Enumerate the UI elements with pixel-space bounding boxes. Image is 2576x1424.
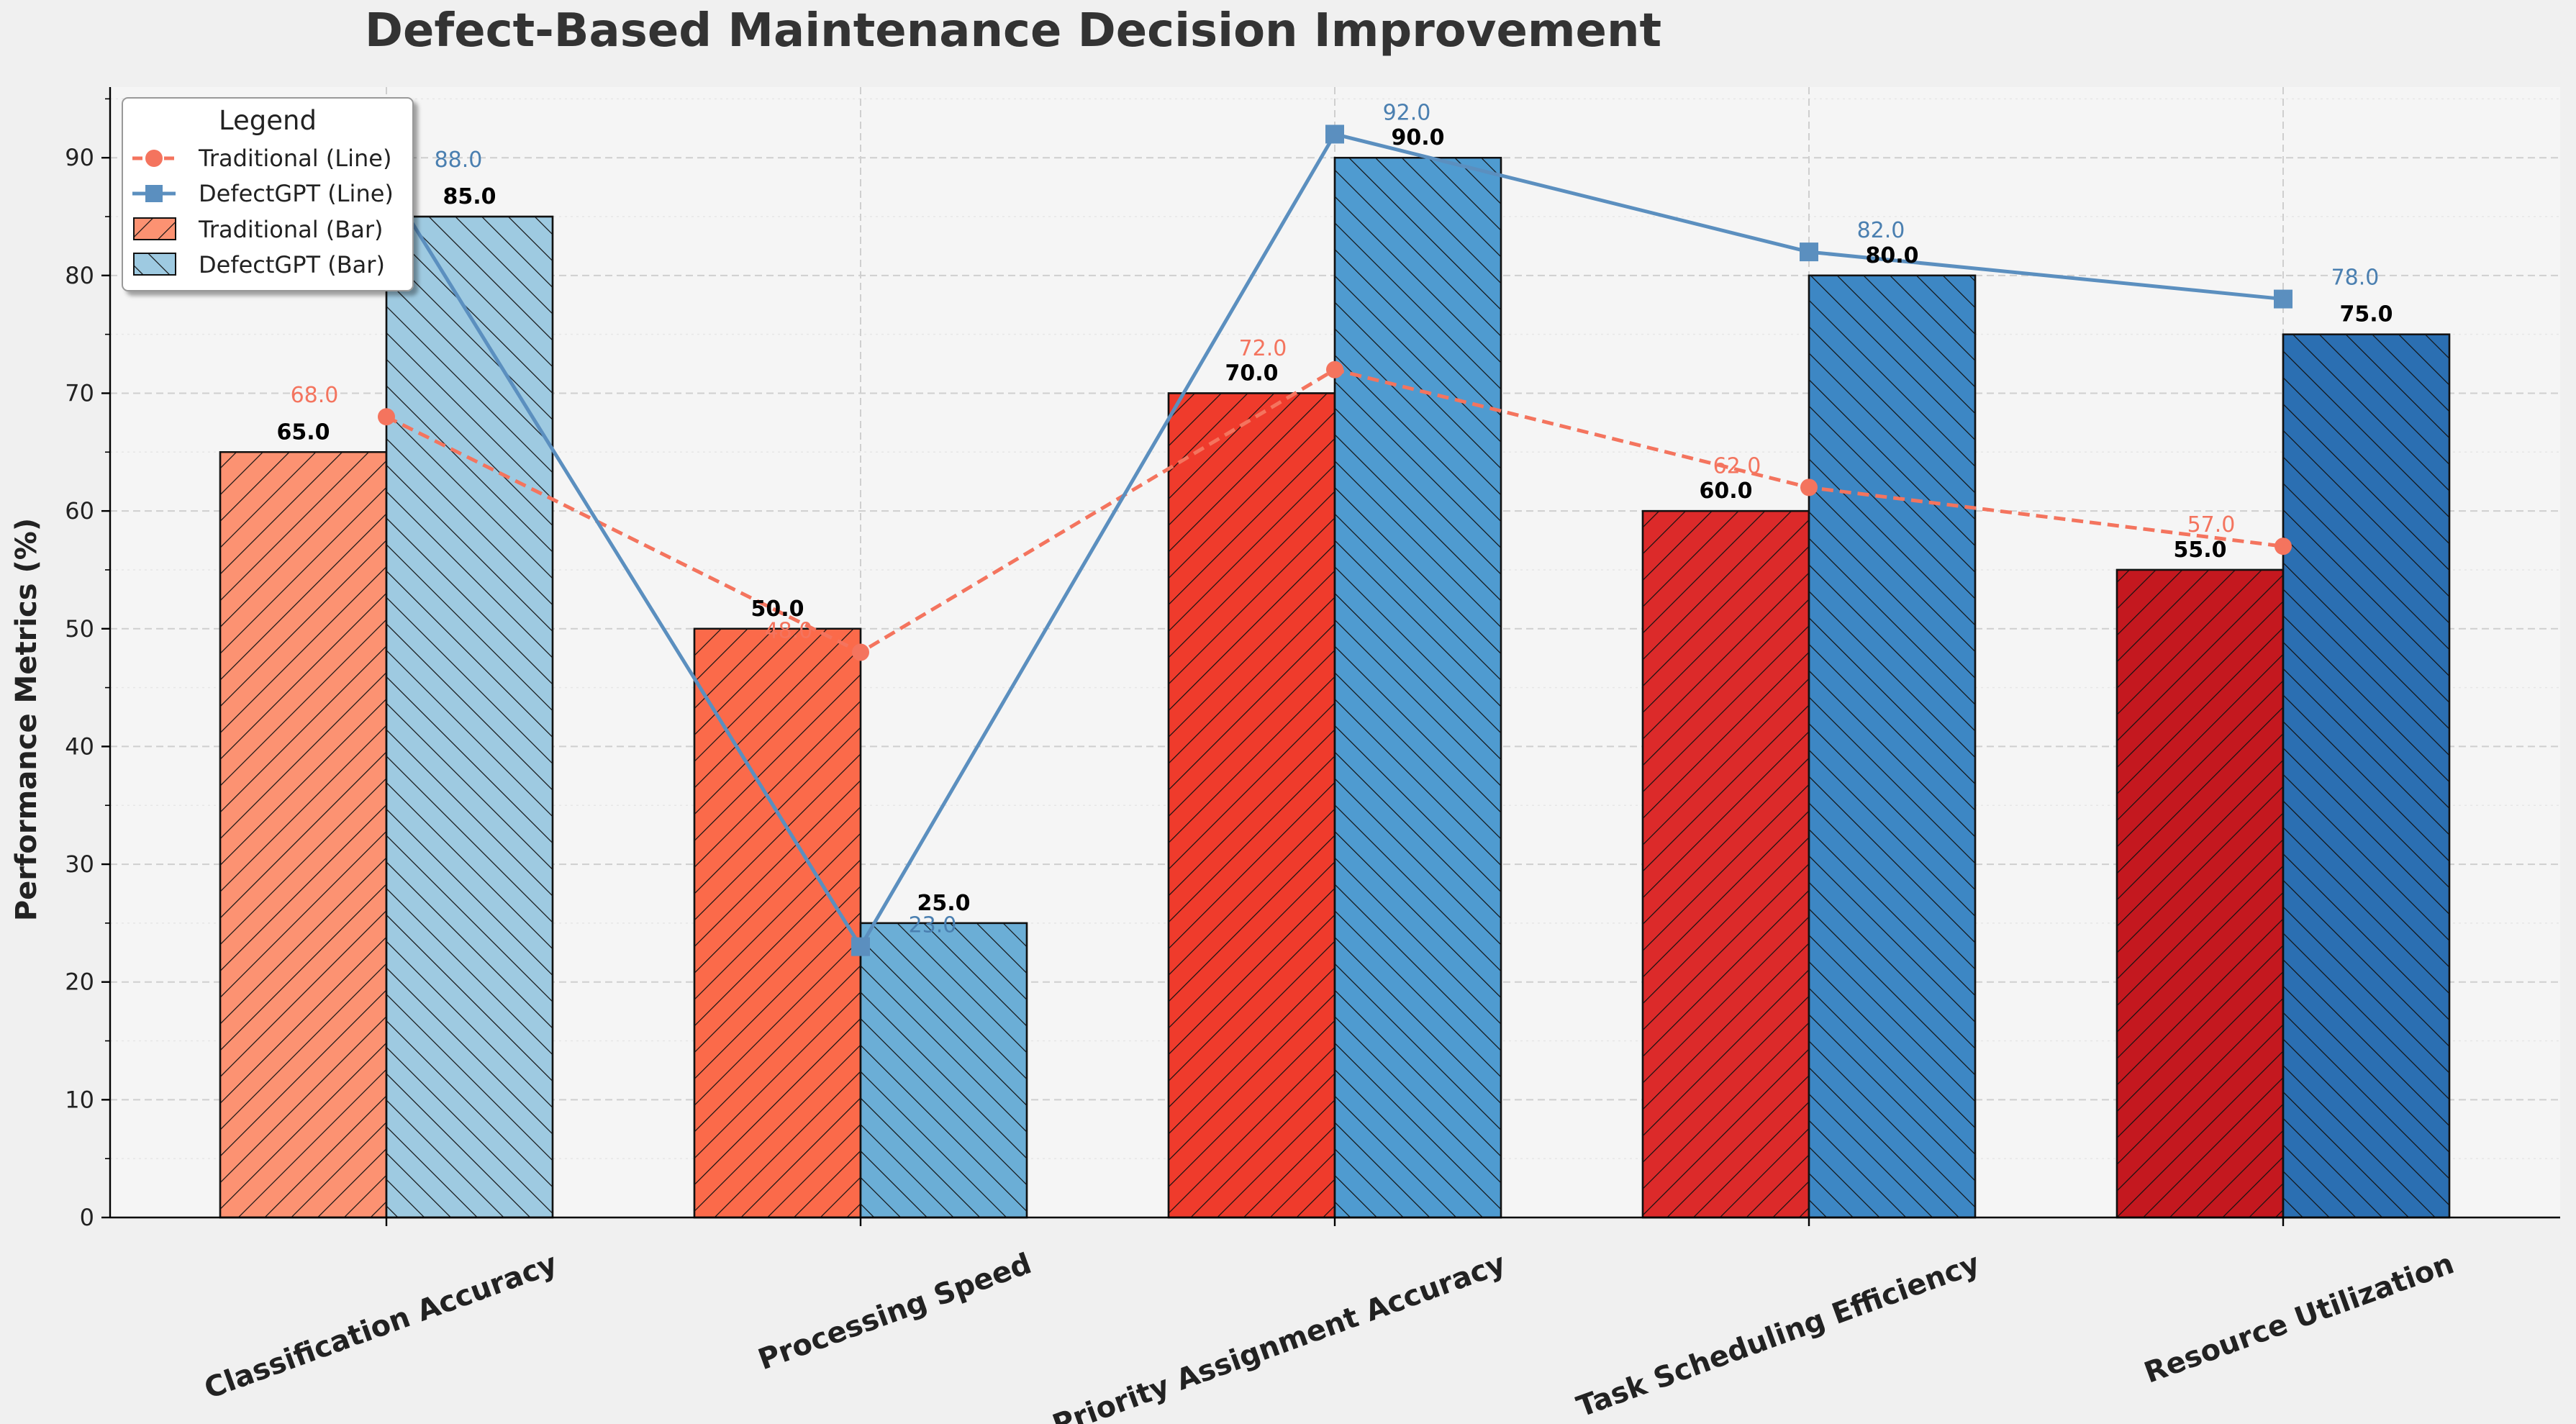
point-defectgpt-2 — [1325, 124, 1344, 144]
legend-entry-traditional-bar: Traditional (Bar) — [133, 216, 383, 243]
legend-entry-traditional-line: Traditional (Line) — [132, 145, 391, 172]
line-value-label-defectgpt-1: 23.0 — [909, 913, 957, 938]
legend-entry-defectgpt-bar: DefectGPT (Bar) — [133, 251, 385, 278]
bar-value-label-traditional-1: 50.0 — [750, 597, 804, 622]
ticks-layer: 0 10 20 30 40 50 60 70 80 90 — [65, 98, 2285, 1231]
legend: Legend Traditional (Line) DefectGPT (Lin… — [122, 97, 414, 291]
legend-label-traditional-bar: Traditional (Bar) — [198, 216, 383, 243]
line-value-label-defectgpt-3: 82.0 — [1857, 218, 1905, 243]
bars-layer — [219, 156, 2451, 1219]
legend-hatch-swatch-icon — [134, 253, 176, 275]
bar-traditional-4-hatch — [2115, 568, 2285, 1219]
bar-traditional-2-hatch — [1167, 392, 1336, 1219]
legend-title: Legend — [219, 105, 317, 136]
bar-value-label-defectgpt-4: 75.0 — [2339, 302, 2393, 327]
y-tick-label: 20 — [65, 969, 94, 996]
x-tick-label-2: Priority Assignment Accuracy — [1048, 1247, 1510, 1424]
point-traditional-2 — [1326, 360, 1343, 378]
y-tick-label: 90 — [65, 144, 94, 171]
line-value-label-defectgpt-0: 88.0 — [435, 148, 483, 173]
y-axis-label: Performance Metrics (%) — [10, 518, 43, 921]
bar-value-label-defectgpt-0: 85.0 — [443, 184, 496, 209]
legend-label-defectgpt-bar: DefectGPT (Bar) — [199, 251, 385, 278]
bar-value-label-traditional-2: 70.0 — [1225, 360, 1278, 386]
line-value-label-traditional-2: 72.0 — [1239, 336, 1287, 361]
y-tick-label: 60 — [65, 497, 94, 525]
line-value-label-traditional-1: 48.0 — [765, 619, 813, 644]
lines-layer — [377, 124, 2292, 956]
x-tick-label-1: Processing Speed — [754, 1247, 1036, 1377]
y-tick-label: 50 — [65, 615, 94, 643]
line-value-label-defectgpt-4: 78.0 — [2331, 266, 2380, 291]
bar-value-label-traditional-0: 65.0 — [276, 420, 330, 445]
chart-title: Defect-Based Maintenance Decision Improv… — [365, 4, 1661, 58]
bar-defectgpt-0-hatch — [385, 215, 554, 1219]
bar-traditional-3-hatch — [1641, 509, 1810, 1219]
bar-traditional-0-hatch — [219, 451, 388, 1219]
y-tick-label: 10 — [65, 1086, 94, 1113]
bar-traditional-1-hatch — [693, 627, 862, 1219]
bar-defectgpt-1-hatch — [859, 922, 1028, 1219]
legend-hatch-swatch-icon — [134, 218, 176, 240]
bar-defectgpt-2-hatch — [1333, 156, 1502, 1219]
y-tick-label: 0 — [80, 1204, 94, 1231]
bar-value-label-traditional-3: 60.0 — [1699, 479, 1752, 504]
legend-label-defectgpt-line: DefectGPT (Line) — [199, 180, 394, 207]
point-defectgpt-3 — [1800, 242, 1818, 262]
bar-value-label-defectgpt-1: 25.0 — [917, 891, 970, 916]
value-labels-layer: 65.0 50.0 70.0 60.0 55.0 85.0 25.0 90.0 80.0 75.0… — [276, 100, 2393, 938]
bar-defectgpt-4-hatch — [2282, 333, 2451, 1219]
bar-value-label-traditional-4: 55.0 — [2173, 538, 2226, 563]
bar-value-label-defectgpt-3: 80.0 — [1865, 243, 1918, 268]
category-labels-layer: Classification Accuracy Processing Speed P… — [200, 1247, 2458, 1424]
point-traditional-4 — [2275, 538, 2292, 555]
line-value-label-traditional-3: 62.0 — [1713, 453, 1761, 479]
line-value-label-traditional-4: 57.0 — [2187, 512, 2236, 538]
line-value-label-defectgpt-2: 92.0 — [1383, 100, 1431, 125]
point-traditional-1 — [852, 643, 869, 661]
legend-circle-marker-icon — [145, 150, 163, 167]
legend-box — [122, 97, 414, 291]
legend-square-marker-icon — [145, 185, 163, 202]
legend-label-traditional-line: Traditional (Line) — [198, 145, 391, 172]
point-traditional-3 — [1800, 479, 1818, 496]
point-defectgpt-4 — [2274, 289, 2292, 309]
x-tick-label-4: Resource Utilization — [2140, 1247, 2458, 1389]
x-tick-label-3: Task Scheduling Efficiency — [1572, 1247, 1984, 1424]
line-value-label-traditional-0: 68.0 — [291, 383, 339, 408]
y-tick-label: 30 — [65, 851, 94, 878]
y-tick-label: 70 — [65, 379, 94, 407]
bar-defectgpt-3-hatch — [1808, 274, 1977, 1219]
x-tick-label-0: Classification Accuracy — [200, 1247, 561, 1405]
y-tick-label: 80 — [65, 262, 94, 289]
bar-value-label-defectgpt-2: 90.0 — [1391, 125, 1444, 150]
point-traditional-0 — [378, 408, 395, 426]
y-tick-label: 40 — [65, 733, 94, 760]
point-defectgpt-1 — [851, 937, 870, 956]
legend-entry-defectgpt-line: DefectGPT (Line) — [132, 180, 394, 207]
